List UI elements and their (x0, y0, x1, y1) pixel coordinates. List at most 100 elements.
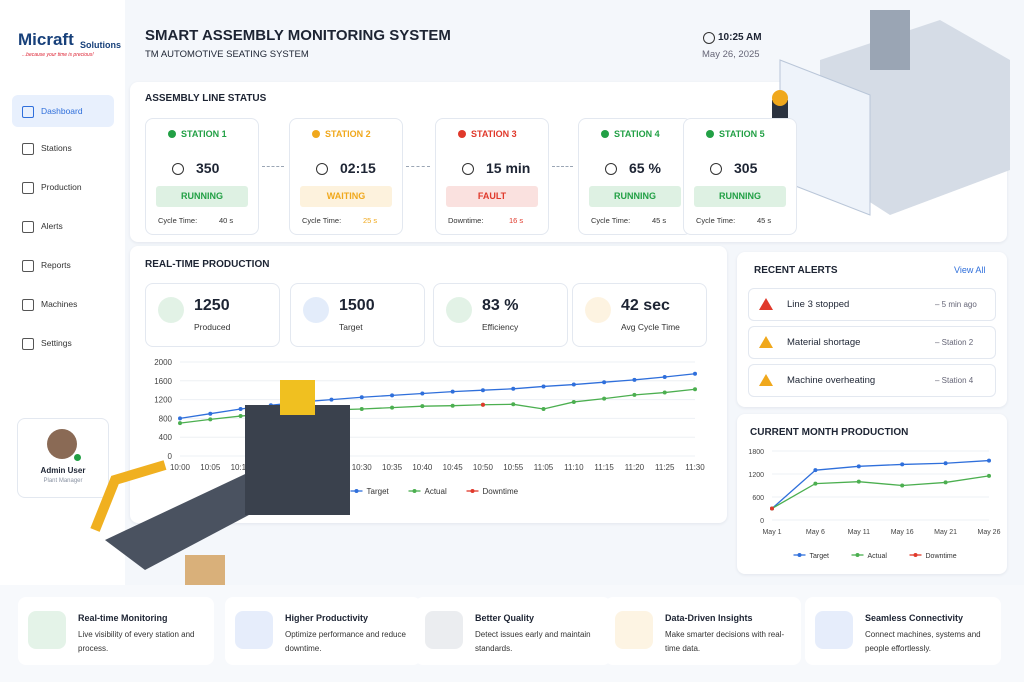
nav-item[interactable]: Machines (41, 299, 78, 309)
nav-item[interactable]: Reports (41, 260, 71, 270)
nav-item[interactable]: Settings (41, 338, 72, 348)
clock-icon (703, 32, 715, 44)
x-tick-label: 11:30 (685, 463, 705, 472)
view-all-link[interactable]: View All (954, 265, 986, 275)
kpi-card: 1250 Produced (145, 283, 280, 347)
data-point (693, 387, 697, 392)
alert-meta: – 5 min ago (935, 300, 977, 309)
data-point (359, 407, 364, 411)
section-title: ASSEMBLY LINE STATUS (145, 93, 267, 104)
section-title: CURRENT MONTH PRODUCTION (750, 427, 909, 438)
data-point (987, 473, 991, 478)
y-tick-label: 800 (159, 414, 173, 423)
x-tick-label: May 16 (891, 529, 914, 536)
operator-head (772, 90, 788, 106)
nav-icon[interactable] (22, 338, 34, 350)
section-title: REAL-TIME PRODUCTION (145, 259, 270, 270)
feature-text: Detect issues early and maintain standar… (475, 630, 591, 653)
nav-item[interactable]: Alerts (41, 221, 63, 231)
legend-label: Target (810, 553, 830, 560)
data-point (238, 407, 243, 411)
station-name: STATION 3 (471, 129, 517, 139)
station-value: 02:15 (340, 160, 376, 176)
station-name: STATION 2 (325, 129, 371, 139)
spindle (870, 10, 910, 70)
status-pill: RUNNING (156, 186, 248, 207)
data-point (943, 461, 948, 466)
status-pill: RUNNING (589, 186, 681, 207)
station-machine (245, 405, 350, 515)
alert-item[interactable]: Material shortage – Station 2 (748, 326, 996, 359)
status-pill: WAITING (300, 186, 392, 207)
x-tick-label: May 6 (806, 529, 825, 536)
status-pill: RUNNING (694, 186, 786, 207)
data-point (571, 382, 576, 387)
feature-icon (425, 611, 463, 649)
status-dot (168, 130, 176, 138)
feature-title: Real-time Monitoring (78, 613, 168, 623)
sidebar: Micraft Solutions ...because your time i… (0, 0, 125, 590)
y-tick-label: 400 (159, 433, 173, 442)
kpi-card: 1500 Target (290, 283, 425, 347)
station-value: 305 (734, 160, 758, 176)
status-text: RUNNING (181, 191, 223, 201)
nav-icon[interactable] (22, 299, 34, 311)
data-point (238, 414, 243, 419)
alert-item[interactable]: Line 3 stopped – 5 min ago (748, 288, 996, 321)
data-point (450, 403, 455, 408)
data-point (770, 506, 774, 511)
metric-label: Cycle Time: (696, 216, 736, 225)
nav-item[interactable]: Stations (41, 143, 72, 153)
x-tick-label: 11:15 (594, 463, 614, 472)
status-text: FAULT (477, 191, 507, 201)
y-tick-label: 1200 (748, 472, 764, 479)
feature-text: Optimize performance and reduce downtime… (285, 630, 406, 653)
monthly-chart: 0 600 1200 1800 May 1 May 6 May 11 May 16 May 21… (748, 449, 1000, 560)
station-card: STATION 5 305 RUNNING Cycle Time: 45 s (683, 118, 797, 235)
feature-text: Connect machines, systems and people eff… (865, 630, 981, 653)
status-text: RUNNING (614, 191, 656, 201)
time: 10:25 AM (718, 32, 762, 43)
metric-label: Cycle Time: (591, 216, 631, 225)
x-tick-label: 10:00 (170, 463, 191, 472)
nav-icon[interactable] (22, 221, 34, 233)
nav-icon[interactable] (22, 143, 34, 155)
nav-icon[interactable] (22, 182, 34, 194)
user-card: Admin User Plant Manager (17, 418, 109, 498)
nav-item[interactable]: Dashboard (41, 106, 83, 116)
station-name: STATION 1 (181, 129, 227, 139)
user-name: Admin User (40, 466, 86, 475)
nav-icon[interactable] (22, 106, 34, 118)
data-point (480, 388, 485, 393)
alert-item[interactable]: Machine overheating – Station 4 (748, 364, 996, 397)
series-line (771, 475, 990, 510)
kpi-value: 83 % (482, 297, 519, 314)
legend-label: Actual (868, 553, 888, 560)
x-tick-label: 11:10 (564, 463, 584, 472)
station-card: STATION 4 65 % RUNNING Cycle Time: 45 s (578, 118, 692, 235)
nav-item[interactable]: Production (41, 182, 82, 192)
page-title: SMART ASSEMBLY MONITORING SYSTEM (145, 27, 451, 44)
date: May 26, 2025 (702, 49, 760, 60)
data-point (602, 380, 607, 385)
data-point (390, 405, 395, 410)
data-point (420, 404, 425, 409)
data-point (602, 396, 607, 401)
section-title: RECENT ALERTS (754, 265, 838, 276)
flow-arrow (552, 166, 573, 167)
metric-label: Cycle Time: (302, 216, 342, 225)
data-point (900, 462, 905, 467)
data-point (693, 371, 697, 376)
kpi-icon (446, 297, 472, 323)
feature-text: Make smarter decisions with real-time da… (665, 630, 785, 653)
nav-icon[interactable] (22, 260, 34, 272)
x-tick-label: 10:55 (503, 463, 524, 472)
x-tick-label: 10:05 (200, 463, 221, 472)
data-point (632, 377, 637, 382)
alert-icon (759, 336, 773, 348)
data-point (329, 397, 334, 402)
station-icon (316, 163, 328, 175)
metric-label: Cycle Time: (158, 216, 198, 225)
nav-active-bg (12, 95, 114, 127)
metric-value: 40 s (219, 216, 234, 225)
